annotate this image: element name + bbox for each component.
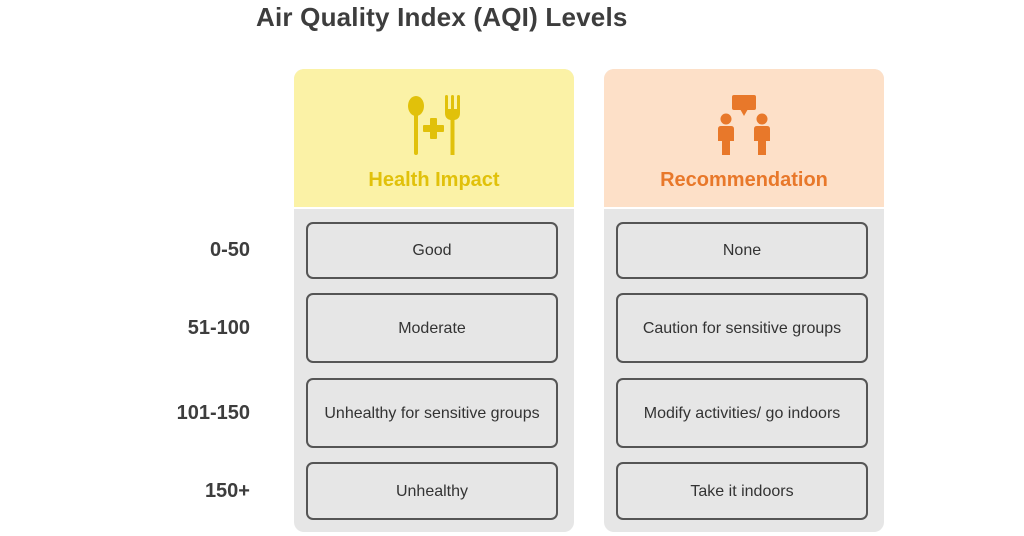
health-impact-label: Health Impact: [368, 169, 500, 191]
reco-cell-caution: Caution for sensitive groups: [616, 293, 868, 363]
row-label-51-100: 51-100: [187, 317, 250, 339]
health-cell-moderate: Moderate: [306, 293, 558, 363]
food-health-icon: [408, 95, 460, 155]
divider: [294, 207, 574, 209]
health-cell-unhealthy-sensitive: Unhealthy for sensitive groups: [306, 378, 558, 448]
health-impact-column: Health Impact Good Moderate Unhealthy fo…: [294, 69, 574, 532]
row-label-150-plus: 150+: [204, 480, 250, 502]
reco-cell-modify: Modify activities/ go indoors: [616, 378, 868, 448]
recommendation-header: Recommendation: [604, 69, 884, 207]
row-label-101-150: 101-150: [176, 402, 250, 424]
reco-cell-indoors: Take it indoors: [616, 462, 868, 520]
row-label-0-50: 0-50: [209, 239, 250, 261]
people-talking-icon: [718, 95, 770, 155]
health-cell-good: Good: [306, 222, 558, 279]
page-title: Air Quality Index (AQI) Levels: [256, 2, 628, 32]
recommendation-label: Recommendation: [660, 169, 828, 191]
health-cell-unhealthy: Unhealthy: [306, 462, 558, 520]
recommendation-column: Recommendation None Caution for sensitiv…: [604, 69, 884, 532]
reco-cell-none: None: [616, 222, 868, 279]
health-impact-header: Health Impact: [294, 69, 574, 207]
divider: [604, 207, 884, 209]
